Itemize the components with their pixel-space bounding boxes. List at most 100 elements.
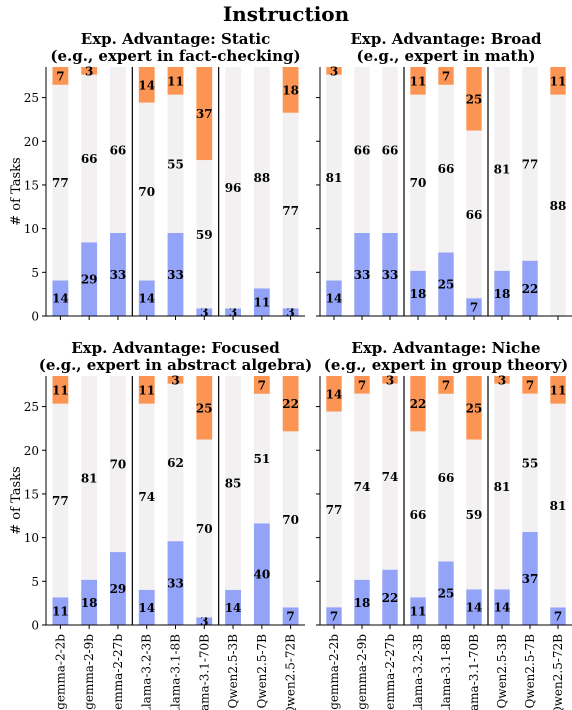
panel4-title: Exp. Advantage: Niche bbox=[351, 339, 540, 357]
panel1-bar-label: 33 bbox=[110, 268, 127, 282]
panel1-bar-label: 55 bbox=[167, 157, 184, 171]
panel3-bar-label: 14 bbox=[225, 601, 242, 615]
x-tick-label: Llama-3.1-8B bbox=[439, 634, 453, 710]
panel2-bar-label: 70 bbox=[410, 176, 427, 190]
panel1-y-tick-label: 0 bbox=[31, 310, 39, 324]
panel3-bar-gray bbox=[81, 376, 98, 580]
panel1-title: Exp. Advantage: Static bbox=[81, 30, 270, 48]
panel3-bar-label: 11 bbox=[52, 383, 69, 397]
panel4-bar-blue bbox=[382, 569, 398, 625]
panel3-bar-label: 33 bbox=[167, 577, 184, 591]
panel3-bar-label: 77 bbox=[52, 494, 69, 508]
panel3-bar-orange bbox=[253, 376, 270, 394]
panel3-bar-label: 7 bbox=[286, 610, 294, 624]
panel2-bar-label: 25 bbox=[466, 92, 483, 106]
x-tick-label: Llama-3.2-3B bbox=[140, 634, 154, 710]
panel1-y-tick-label: 25 bbox=[24, 91, 39, 105]
panel3-y-tick-label: 25 bbox=[24, 400, 39, 414]
panel3-bar-blue bbox=[52, 597, 69, 625]
panel1-bar-blue bbox=[138, 280, 155, 316]
panel1-bar-blue bbox=[253, 288, 270, 316]
panel1-bar-blue bbox=[196, 308, 213, 316]
panel1-y-tick-label: 15 bbox=[24, 178, 39, 192]
panel1-bar-label: 66 bbox=[110, 144, 127, 158]
panel4-bar-blue bbox=[354, 579, 370, 625]
panel3-subtitle: (e.g., expert in abstract algebra) bbox=[39, 356, 313, 374]
panel4-bar-label: 22 bbox=[410, 397, 427, 411]
panel3-bar-blue bbox=[110, 552, 126, 625]
x-tick-label: Qwen2.5-3B bbox=[226, 634, 240, 709]
panel3-bar-blue bbox=[81, 579, 98, 625]
panel1-bar-gray bbox=[196, 160, 213, 309]
x-tick-label: gemma-2-2b bbox=[327, 634, 341, 710]
panel4-bar-orange bbox=[494, 376, 510, 384]
x-tick-label: gemma-2-27b bbox=[383, 634, 397, 710]
panel4-bar-blue bbox=[550, 607, 566, 625]
panel3-bar-label: 70 bbox=[196, 522, 213, 536]
panel4-bar-gray bbox=[466, 439, 482, 590]
panel4-bar-label: 7 bbox=[330, 610, 338, 624]
panel4-bar-orange bbox=[382, 376, 398, 384]
panel3-bar-label: 85 bbox=[225, 476, 242, 490]
panel1-bar-orange bbox=[52, 67, 69, 85]
panel4-bar-gray bbox=[326, 411, 342, 608]
panel1-bar-gray bbox=[81, 74, 98, 243]
panel1-bar-label: 14 bbox=[138, 78, 155, 92]
panel2-bar-label: 18 bbox=[494, 287, 511, 301]
panel2-bar-label: 66 bbox=[466, 208, 483, 222]
panel1-bar-orange bbox=[196, 67, 213, 161]
panel3-bar-blue bbox=[253, 523, 270, 625]
panel1-bar-label: 7 bbox=[56, 69, 64, 83]
panel2-bar-blue bbox=[522, 260, 538, 316]
panel1-y-tick-label: 10 bbox=[24, 222, 39, 236]
panel4-bar-gray bbox=[438, 393, 454, 562]
panel3-bar-label: 3 bbox=[200, 615, 208, 629]
panel4-bar-gray bbox=[382, 383, 398, 570]
panel1-bar-label: 3 bbox=[200, 306, 208, 320]
panel4-bar-label: 77 bbox=[326, 503, 343, 517]
panel3-bar-label: 11 bbox=[52, 605, 69, 619]
panel3-bar-label: 29 bbox=[110, 582, 127, 596]
panel2-bar-orange bbox=[466, 67, 482, 131]
panel3-bar-label: 7 bbox=[258, 378, 266, 392]
panel3-bar-blue bbox=[167, 541, 184, 625]
panel4-bar-label: 25 bbox=[438, 587, 455, 601]
panel4-bar-gray bbox=[550, 403, 566, 608]
panel3-bar-label: 11 bbox=[138, 383, 155, 397]
panel3-y-tick-label: 15 bbox=[24, 487, 39, 501]
panel4-bar-label: 59 bbox=[466, 508, 483, 522]
panel3-bar-orange bbox=[52, 376, 69, 404]
panel3-bar-label: 62 bbox=[167, 456, 184, 470]
panel3-bar-gray bbox=[138, 403, 155, 590]
panel3-bar-blue bbox=[138, 589, 155, 625]
x-tick-label: Qwen2.5-3B bbox=[495, 634, 509, 709]
panel4-bar-label: 81 bbox=[494, 480, 511, 494]
panel2-bar-label: 33 bbox=[382, 268, 399, 282]
x-tick-label: Llama-3.2-3B bbox=[411, 634, 425, 710]
panel4-bar-gray bbox=[522, 393, 538, 532]
panel1-subtitle: (e.g., expert in fact-checking) bbox=[50, 47, 300, 65]
panel4-bar-label: 37 bbox=[522, 572, 539, 586]
panel2-bar-gray bbox=[410, 94, 426, 271]
panel1-bar-label: 88 bbox=[253, 171, 270, 185]
panel2-bar-gray bbox=[466, 130, 482, 299]
panel4-bar-blue bbox=[522, 531, 538, 625]
panel3-bar-label: 70 bbox=[282, 513, 299, 527]
panel2-bar-gray bbox=[550, 94, 566, 317]
panel4-subtitle: (e.g., expert in group theory) bbox=[324, 356, 569, 374]
panel3-bar-gray bbox=[110, 376, 126, 553]
panel4-bar-label: 74 bbox=[354, 480, 371, 494]
panel2-bar-label: 18 bbox=[410, 287, 427, 301]
panel1-bar-label: 3 bbox=[286, 306, 294, 320]
x-tick-label: gemma-2-2b bbox=[53, 634, 67, 710]
panel3-bar-gray bbox=[253, 393, 270, 524]
panel3-bar-label: 70 bbox=[110, 458, 127, 472]
panel4-bar-label: 14 bbox=[494, 601, 511, 615]
panel3-bar-label: 18 bbox=[81, 596, 98, 610]
panel2-bar-label: 14 bbox=[326, 292, 343, 306]
panel2-bar-label: 81 bbox=[326, 171, 343, 185]
panel3-bar-orange bbox=[167, 376, 184, 384]
panel3-bar-orange bbox=[138, 376, 155, 404]
panel1-bar-blue bbox=[52, 280, 69, 316]
panel4-bar-blue bbox=[494, 589, 510, 625]
